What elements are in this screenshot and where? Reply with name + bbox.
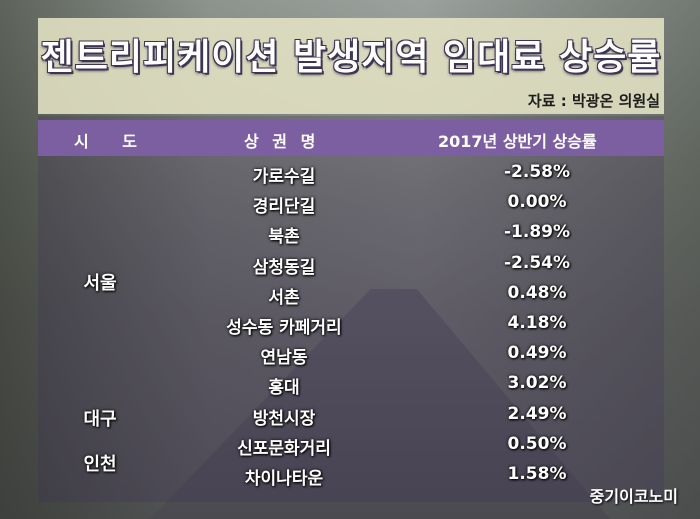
area-name-cell: 연남동 bbox=[260, 348, 308, 369]
rate-value-cell: 0.48% bbox=[507, 282, 567, 303]
area-name-cell: 방천시장 bbox=[252, 408, 316, 429]
watermark-logo: 중기이코노미 bbox=[589, 487, 678, 506]
header-area: 상 권 명 bbox=[244, 132, 320, 151]
data-table bbox=[38, 116, 664, 502]
rate-value-cell: 0.49% bbox=[507, 343, 567, 364]
area-name-cell: 차이나타운 bbox=[244, 469, 324, 489]
rate-value-cell: -1.89% bbox=[503, 222, 571, 243]
rate-value-cell: 2.49% bbox=[507, 403, 567, 424]
rate-value-cell: -2.54% bbox=[503, 252, 571, 273]
area-name-cell: 신포문화거리 bbox=[237, 438, 331, 459]
region-cell: 대구 bbox=[83, 408, 117, 430]
table-header: 시 도 상 권 명 2017년 상반기 상승률 bbox=[38, 120, 664, 156]
rate-value-cell: 3.02% bbox=[507, 373, 567, 394]
area-name-cell: 북촌 bbox=[268, 227, 300, 248]
area-name-cell: 성수동 카페거리 bbox=[226, 318, 342, 338]
area-name-cell: 가로수길 bbox=[252, 167, 316, 187]
region-cell: 서울 bbox=[83, 272, 117, 294]
area-name-cell: 삼청동길 bbox=[252, 257, 316, 278]
header-rate: 2017년 상반기 상승률 bbox=[438, 132, 597, 151]
rate-value-cell: 1.58% bbox=[507, 464, 567, 484]
rate-value-cell: -2.58% bbox=[503, 162, 571, 182]
area-name-cell: 경리단길 bbox=[252, 197, 316, 218]
region-cell: 인천 bbox=[83, 453, 117, 475]
rate-value-cell: 4.18% bbox=[507, 313, 567, 333]
area-name-cell: 서촌 bbox=[268, 287, 300, 308]
rate-value-cell: 0.00% bbox=[507, 192, 567, 213]
chart-title: 젠트리피케이션 발생지역 임대료 상승률 bbox=[40, 37, 662, 78]
rate-value-cell: 0.50% bbox=[507, 433, 567, 454]
area-name-cell: 홍대 bbox=[268, 378, 300, 399]
title-banner bbox=[38, 18, 664, 114]
source-note: 자료 : 박광온 의원실 bbox=[527, 92, 660, 110]
header-region: 시 도 bbox=[74, 132, 152, 151]
